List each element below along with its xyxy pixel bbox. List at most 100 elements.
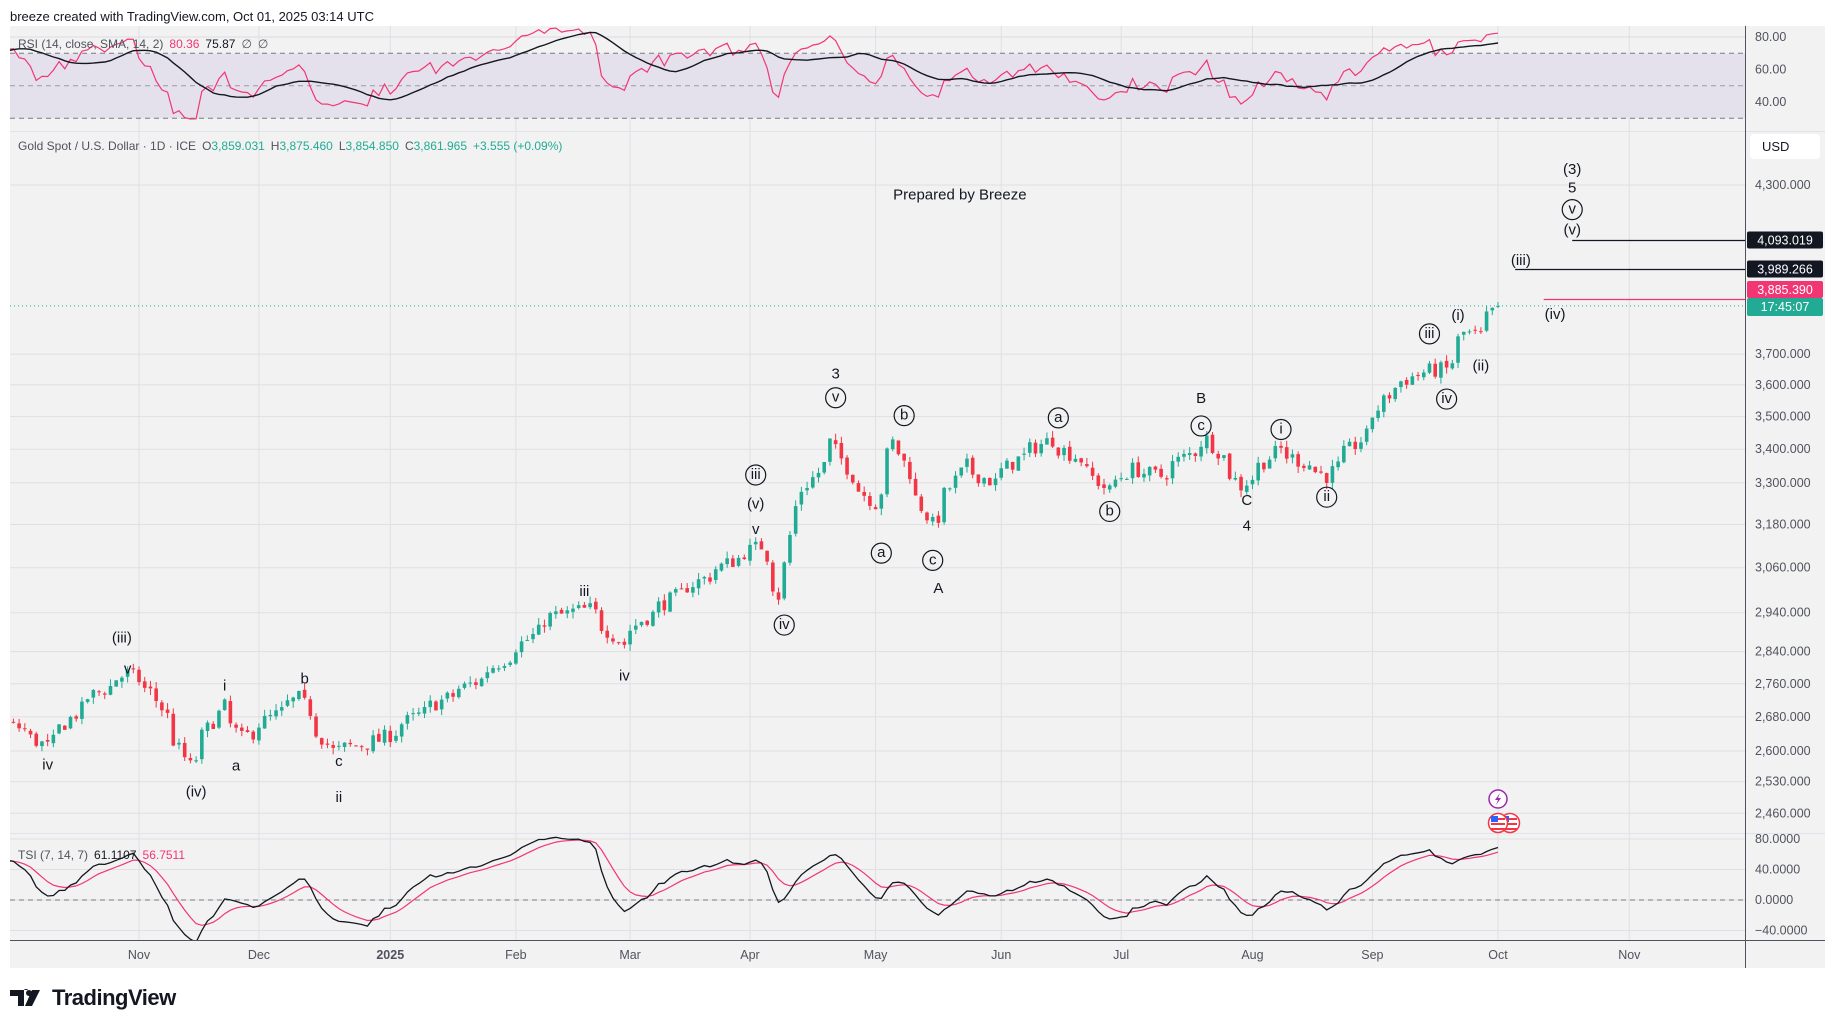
wave-circle — [1270, 418, 1292, 441]
candle-body — [68, 716, 73, 729]
price-axis-label: 4,300.000 — [1755, 178, 1811, 192]
candle-body — [182, 742, 187, 758]
candle-body — [1319, 471, 1323, 473]
candle-body — [1467, 331, 1472, 333]
candle-body — [970, 457, 975, 475]
price-axis-label: 2,680.000 — [1755, 710, 1811, 724]
price-level-tag-text: 4,093.019 — [1757, 234, 1813, 248]
candle-body — [1239, 476, 1243, 491]
candle-body — [491, 668, 495, 673]
candle-body — [645, 620, 650, 625]
candle-body — [217, 710, 221, 728]
time-axis-label: Aug — [1241, 948, 1263, 962]
time-axis[interactable]: Nov Dec 2025 Feb Mar Apr May Jun Jul Aug Sep Oct Nov — [128, 948, 1641, 962]
candle-body — [759, 541, 764, 550]
candle-body — [833, 440, 838, 445]
candle-body — [1484, 311, 1489, 331]
candle-body — [708, 577, 712, 582]
candle-body — [948, 488, 952, 490]
candle-body — [1370, 417, 1375, 430]
wave-label: (ii) — [1473, 358, 1490, 375]
us-flag-economic-event-icon[interactable] — [1487, 812, 1509, 834]
candle-body — [1210, 434, 1215, 453]
wave-label: a — [232, 758, 241, 775]
horizontal-levels[interactable]: 4,093.019 3,989.266 3,885.390 — [1515, 231, 1823, 301]
event-markers[interactable] — [1487, 789, 1521, 834]
rsi-hidden-icon: ∅ — [257, 37, 269, 51]
symbol-legend[interactable]: Gold Spot / U.S. Dollar · 1D · ICE O3,859… — [18, 139, 568, 153]
candle-body — [1307, 465, 1312, 470]
wave-label: (3) — [1563, 161, 1581, 178]
tsi-pane[interactable] — [0, 836, 1499, 942]
wave-label-text: (v) — [1563, 222, 1581, 239]
candle-body — [228, 701, 233, 724]
wave-label-text: iii — [1424, 325, 1434, 342]
candle-body — [765, 550, 769, 562]
candle-body — [1456, 336, 1460, 363]
candle-body — [325, 743, 330, 745]
wave-label-text: a — [877, 544, 886, 561]
wave-circle — [870, 542, 892, 564]
currency-button[interactable]: USD — [1750, 134, 1820, 159]
wave-circle — [1099, 500, 1121, 523]
candle-body — [331, 745, 335, 748]
candle-body — [1090, 467, 1095, 476]
wave-circle — [1190, 415, 1212, 437]
rsi-legend[interactable]: RSI (14, close, SMA, 14, 2) 80.36 75.87 ∅ ∅ — [18, 37, 274, 51]
candle-body — [1421, 372, 1426, 378]
wave-label-text: (iv) — [186, 783, 207, 800]
candle-body — [445, 692, 450, 699]
candle-body — [1233, 477, 1238, 480]
candle-body — [314, 716, 318, 737]
wave-circle — [745, 464, 767, 486]
candle-body — [685, 588, 689, 593]
candle-body — [1302, 465, 1306, 468]
candle-body — [799, 491, 804, 505]
circled-wave-label: b — [1099, 500, 1121, 523]
candle-body — [342, 742, 347, 747]
elliott-wave-labels: iv(iii)v(iv)iabciiiiiiviii(v)viv3vabcAab… — [42, 161, 1583, 806]
candle-body — [417, 712, 421, 714]
candle-body — [1399, 381, 1403, 388]
candle-body — [1313, 466, 1318, 473]
wave-label-text: i — [1279, 420, 1282, 437]
candle-body — [1490, 307, 1495, 311]
tsi-line — [10, 836, 1499, 940]
tsi-legend[interactable]: TSI (7, 14, 7) 61.1107 56.7511 — [18, 848, 191, 862]
candle-body — [1016, 456, 1021, 471]
candle-body — [548, 613, 552, 627]
wave-circle — [1316, 486, 1338, 508]
price-axis-label: 2,530.000 — [1755, 775, 1811, 789]
candle-body — [611, 638, 615, 642]
candle-body — [319, 738, 324, 745]
wave-label-text: (i) — [1451, 307, 1464, 324]
price-level-tag-text: 3,989.266 — [1757, 263, 1813, 277]
wave-label-text: v — [124, 661, 132, 678]
candle-body — [1410, 376, 1415, 385]
candle-body — [34, 733, 39, 746]
candle-body — [536, 624, 541, 635]
candle-body — [542, 625, 547, 627]
candle-body — [1022, 453, 1026, 455]
tradingview-logo[interactable]: TradingView — [10, 985, 176, 1011]
candle-body — [982, 478, 986, 484]
candle-body — [399, 724, 404, 737]
rsi-pane[interactable] — [0, 27, 1499, 120]
wave-label-text: iv — [42, 756, 53, 773]
wave-label: (iii) — [112, 630, 132, 647]
candle-body — [474, 682, 478, 685]
candle-body — [816, 472, 821, 478]
price-axis[interactable]: 4,300.000 3,700.000 3,600.000 3,500.000 3,40… — [1755, 30, 1811, 938]
candle-body — [462, 683, 467, 688]
candle-body — [154, 688, 158, 701]
candle-body — [394, 735, 398, 741]
tsi-axis-label: −40.0000 — [1755, 924, 1808, 938]
wave-label: (i) — [1451, 307, 1464, 324]
price-pane[interactable] — [0, 301, 1745, 835]
candle-body — [1147, 466, 1152, 476]
wave-label-text: (v) — [747, 495, 765, 512]
candle-body — [1125, 478, 1129, 480]
candle-body — [1039, 444, 1043, 454]
price-level-tag — [1747, 281, 1823, 298]
